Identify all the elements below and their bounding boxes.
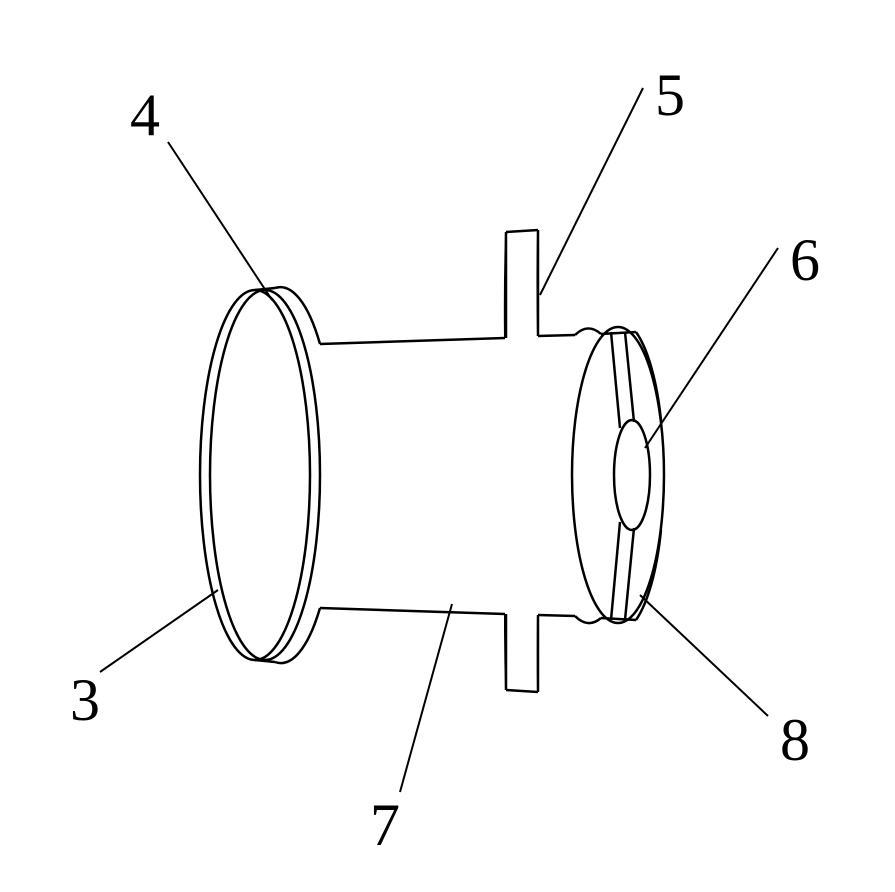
label-3: 3 [70, 667, 100, 733]
big-flange-bottom-edge [255, 660, 275, 662]
barrel-top-line [320, 338, 505, 344]
leader-8 [640, 595, 768, 716]
slot-lower-right [625, 528, 634, 620]
leader-6 [645, 248, 778, 448]
barrel-bottom-line-2 [538, 615, 575, 616]
right-join-bottom [575, 616, 601, 623]
label-5: 5 [655, 62, 685, 128]
label-8: 8 [780, 707, 810, 773]
leader-7 [400, 604, 452, 792]
leader-3 [100, 590, 218, 672]
stud-bottom [506, 614, 538, 692]
barrel-top-line-2 [538, 335, 575, 336]
label-4: 4 [130, 82, 160, 148]
big-flange-ring [210, 290, 320, 660]
big-flange-outer [200, 290, 310, 660]
label-7: 7 [370, 792, 400, 858]
label-6: 6 [790, 227, 820, 293]
stud-top [506, 230, 538, 338]
hub [614, 420, 650, 530]
right-join-top [575, 328, 601, 335]
slot-upper-left [611, 332, 620, 428]
slot-upper-right [625, 332, 634, 422]
barrel-bottom-line [320, 608, 505, 614]
leader-4 [168, 142, 272, 300]
slot-lower-left [611, 522, 620, 620]
leader-5 [540, 88, 643, 295]
diagram-canvas: 3 4 5 6 7 8 [0, 0, 895, 892]
